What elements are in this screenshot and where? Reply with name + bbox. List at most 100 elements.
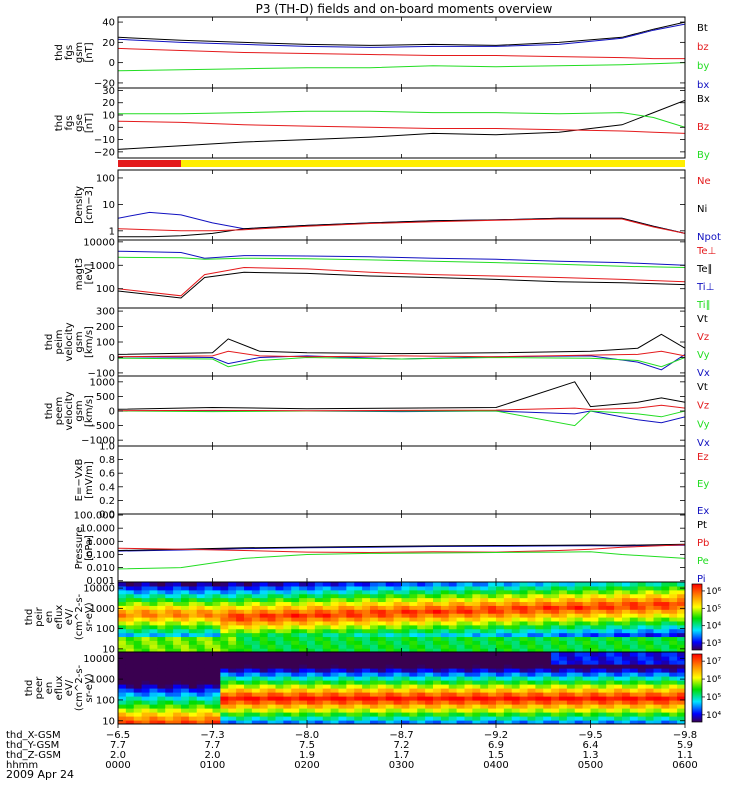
spectrogram-cell — [133, 640, 143, 645]
spectrogram-cell — [220, 624, 229, 630]
spectrogram-cell — [488, 582, 497, 587]
spectrogram-cell — [409, 632, 418, 638]
spectrogram-cell — [456, 656, 466, 661]
spectrogram-cell — [228, 648, 237, 652]
spectrogram-cell — [354, 624, 363, 630]
spectrogram-cell — [236, 712, 245, 717]
spectrogram-cell — [433, 700, 442, 705]
spectrogram-cell — [181, 672, 190, 677]
spectrogram-cell — [637, 624, 647, 630]
spectrogram-cell — [291, 688, 300, 693]
spectrogram-cell — [291, 660, 300, 665]
spectrogram-cell — [629, 585, 639, 591]
spectrogram-cell — [354, 601, 363, 606]
spectrogram-cell — [582, 609, 592, 614]
spectrogram-cell — [165, 684, 174, 689]
spectrogram-cell — [496, 605, 505, 610]
spectrogram-cell — [417, 720, 426, 724]
spectrogram-cell — [236, 664, 245, 669]
spectrogram-cell — [362, 597, 371, 603]
spectrogram-cell — [653, 585, 662, 591]
spectrogram-cell — [322, 696, 332, 701]
spectrogram-cell — [511, 593, 521, 599]
spectrogram-cell — [669, 589, 678, 595]
spectrogram-cell — [527, 648, 536, 652]
spectrogram-cell — [535, 648, 544, 652]
spectrogram-cell — [582, 716, 592, 721]
spectrogram-cell — [118, 660, 127, 665]
spectrogram-cell — [535, 692, 544, 697]
spectrogram-cell — [637, 696, 647, 701]
spectrogram-cell — [480, 656, 489, 661]
ytick-label: 1000 — [90, 377, 115, 388]
spectrogram-cell — [149, 589, 158, 595]
spectrogram-cell — [244, 589, 253, 595]
spectrogram-cell — [582, 672, 592, 677]
spectrogram-cell — [622, 688, 631, 693]
spectrogram-cell — [535, 720, 544, 724]
spectrogram-cell — [488, 684, 497, 689]
spectrogram-cell — [440, 636, 450, 641]
spectrogram-cell — [259, 593, 269, 599]
spectrogram-cell — [472, 589, 481, 595]
legend-Bz: Bz — [697, 122, 709, 133]
spectrogram-cell — [125, 613, 135, 618]
spectrogram-cell — [149, 712, 158, 717]
spectrogram-cell — [425, 668, 434, 673]
spectrogram-cell — [488, 692, 497, 697]
xaxis-row-label: thd_Y-GSM — [6, 740, 59, 751]
spectrogram-cell — [559, 636, 568, 641]
ylabel-line: [nT] — [84, 42, 95, 62]
spectrogram-cell — [417, 704, 426, 709]
spectrogram-cell — [165, 585, 174, 591]
spectrogram-cell — [393, 589, 403, 595]
spectrogram-cell — [480, 601, 489, 606]
spectrogram-cell — [527, 624, 536, 630]
spectrogram-cell — [307, 609, 316, 614]
spectrogram-cell — [496, 632, 505, 638]
spectrogram-cell — [582, 664, 592, 669]
spectrogram-cell — [645, 601, 655, 606]
spectrogram-cell — [519, 640, 529, 645]
spectrogram-cell — [535, 628, 544, 634]
spectrogram-cell — [551, 672, 560, 677]
spectrogram-cell — [645, 708, 655, 713]
ylabel-line: peim — [54, 329, 65, 354]
spectrogram-cell — [574, 692, 584, 697]
spectrogram-cell — [551, 712, 560, 717]
spectrogram-cell — [370, 696, 379, 701]
spectrogram-cell — [417, 700, 426, 705]
spectrogram-cell — [314, 613, 324, 618]
spectrogram-cell — [377, 704, 387, 709]
spectrogram-cell — [251, 716, 261, 721]
spectrogram-cell — [448, 632, 458, 638]
spectrogram-cell — [188, 589, 198, 595]
spectrogram-cell — [669, 688, 678, 693]
spectrogram-cell — [433, 640, 442, 645]
spectrogram-cell — [118, 628, 127, 634]
spectrogram-cell — [204, 716, 214, 721]
spectrogram-cell — [165, 692, 174, 697]
spectrogram-cell — [637, 601, 647, 606]
spectrogram-cell — [157, 605, 166, 610]
spectrogram-cell — [559, 696, 568, 701]
spectrogram-cell — [527, 613, 536, 618]
spectrogram-cell — [464, 680, 473, 685]
spectrogram-cell — [645, 676, 655, 681]
spectrogram-cell — [448, 688, 458, 693]
spectrogram-cell — [566, 700, 576, 705]
spectrogram-cell — [661, 624, 670, 630]
spectrogram-cell — [535, 609, 544, 614]
spectrogram-cell — [346, 660, 355, 665]
spectrogram-cell — [551, 636, 560, 641]
spectrogram-cell — [149, 692, 158, 697]
spectrogram-cell — [661, 582, 670, 587]
spectrogram-cell — [496, 648, 505, 652]
spectrogram-cell — [456, 660, 466, 665]
spectrogram-cell — [322, 664, 332, 669]
spectrogram-cell — [299, 720, 308, 724]
spectrogram-cell — [503, 668, 513, 673]
spectrogram-cell — [291, 628, 300, 634]
series-line-Bt — [118, 21, 685, 46]
spectrogram-cell — [299, 613, 308, 618]
